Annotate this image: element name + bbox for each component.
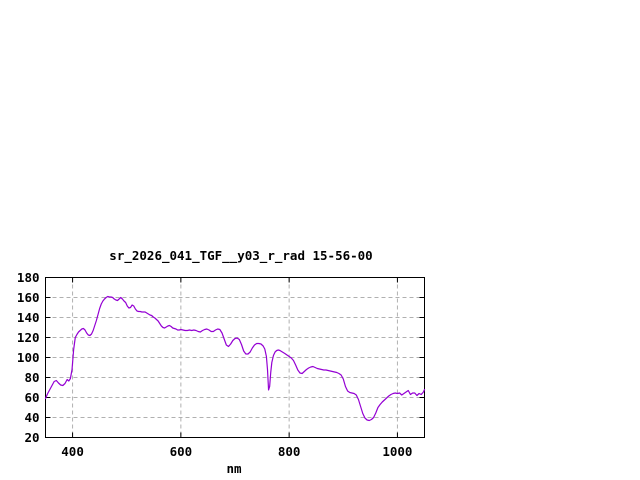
data-series-line — [44, 295, 426, 422]
y-tick-label: 180 — [17, 270, 40, 285]
axis-tick-labels: 20 40 60 80 100 120 140 160 180 400 600 800 1000 — [17, 270, 413, 459]
y-tick-label: 20 — [24, 430, 39, 445]
x-tick-label: 600 — [170, 444, 193, 459]
y-tick-label: 60 — [24, 390, 39, 405]
chart-title: sr_2026_041_TGF__y03_r_rad 15-56-00 — [109, 248, 372, 264]
gridlines — [45, 277, 425, 438]
y-tick-label: 40 — [24, 410, 39, 425]
x-tick-label: 1000 — [382, 444, 412, 459]
x-axis-label: nm — [226, 461, 242, 476]
x-tick-label: 400 — [61, 444, 84, 459]
x-tick-label: 800 — [278, 444, 301, 459]
y-tick-label: 120 — [17, 330, 40, 345]
y-tick-label: 160 — [17, 290, 40, 305]
y-tick-label: 80 — [24, 370, 39, 385]
axis-ticks — [45, 277, 425, 438]
y-tick-label: 140 — [17, 310, 40, 325]
y-tick-label: 100 — [17, 350, 40, 365]
